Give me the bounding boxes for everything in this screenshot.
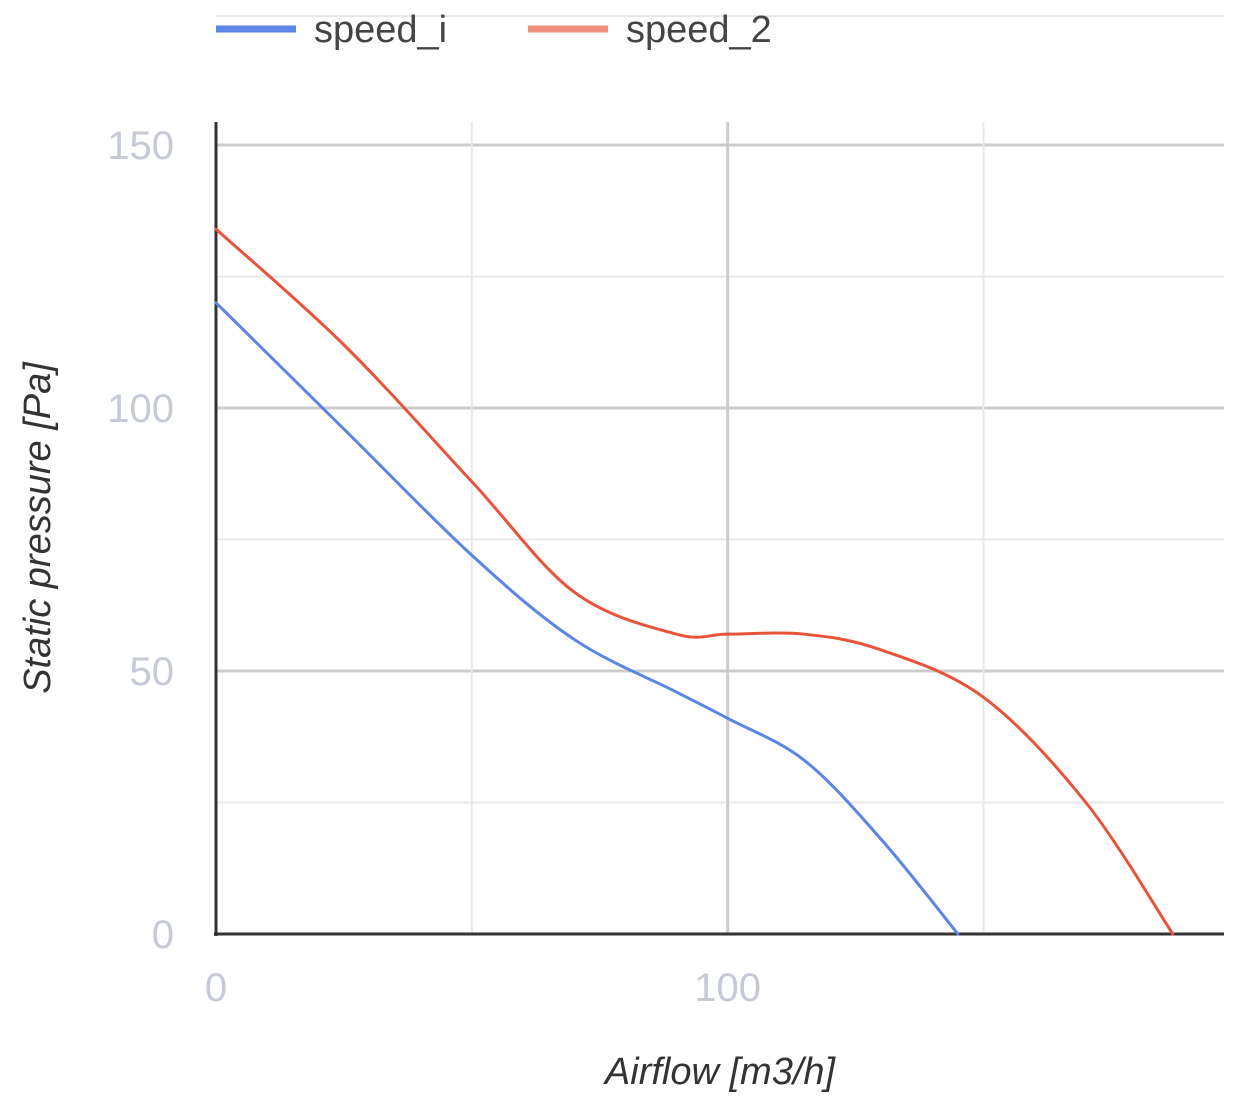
legend-label-speed-2: speed_2 [626, 9, 772, 51]
x-tick-label: 100 [694, 966, 761, 1010]
y-tick-label: 150 [107, 124, 174, 168]
y-axis-title: Static pressure [Pa] [17, 361, 59, 694]
y-tick-label: 50 [130, 650, 175, 694]
legend: speed_i speed_2 [216, 9, 772, 51]
series-line-1 [214, 227, 1175, 936]
series-line-0 [214, 301, 960, 936]
series-lines [214, 227, 1175, 936]
y-tick-label: 0 [152, 913, 174, 957]
y-tick-label: 100 [107, 387, 174, 431]
grid [216, 15, 1224, 934]
x-axis-title: Airflow [m3/h] [603, 1051, 837, 1093]
x-tick-label: 0 [205, 966, 227, 1010]
legend-label-speed-i: speed_i [314, 9, 447, 51]
axes: 0 50 100 150 0 100 [107, 122, 1224, 1010]
